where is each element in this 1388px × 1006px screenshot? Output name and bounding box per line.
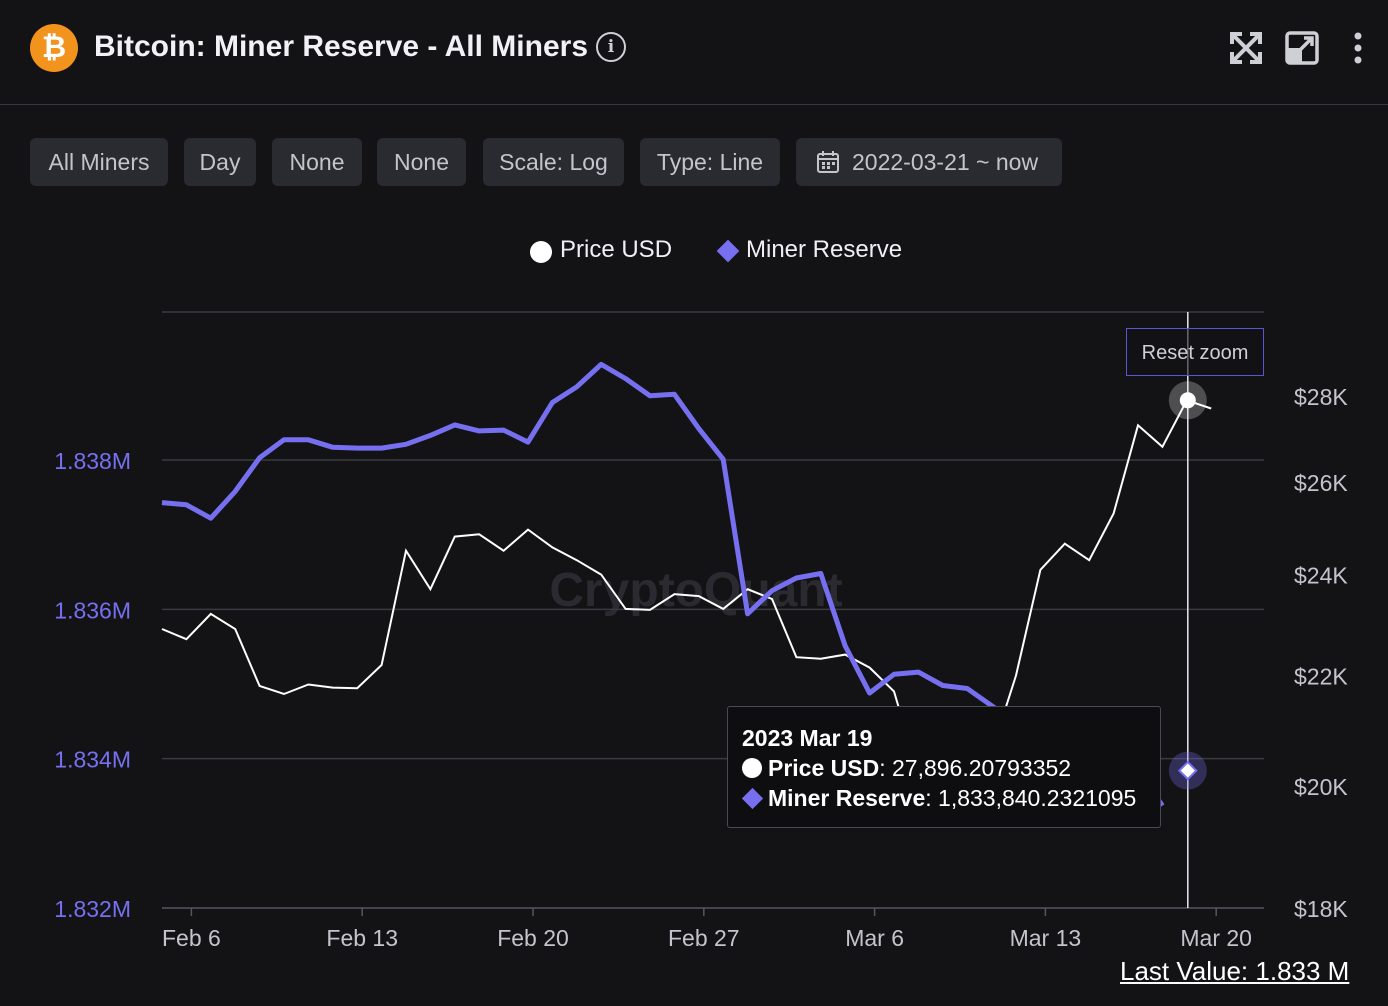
tooltip-reserve-label: Miner Reserve <box>768 785 926 811</box>
chart-tooltip: 2023 Mar 19 Price USD: 27,896.20793352 M… <box>727 706 1161 828</box>
right-axis-tick-label: $26K <box>1294 470 1348 496</box>
miner-filter-chip[interactable]: All Miners <box>30 138 168 186</box>
left-axis-tick-label: 1.838M <box>54 448 131 474</box>
reserve-hover-point <box>1177 760 1198 781</box>
reserve-marker-icon <box>741 787 764 810</box>
x-axis-tick-label: Mar 6 <box>845 925 904 951</box>
tooltip-reserve-value: 1,833,840.2321095 <box>938 785 1137 811</box>
miner-reserve-series-line <box>161 361 1165 808</box>
moving-average-chip[interactable]: None <box>272 138 362 186</box>
chart-header: ₿ Bitcoin: Miner Reserve - All Miners i <box>0 0 1388 105</box>
popout-icon[interactable] <box>1282 28 1322 68</box>
more-vertical-icon[interactable] <box>1338 28 1378 68</box>
tooltip-price-label: Price USD <box>768 755 880 781</box>
tooltip-date: 2023 Mar 19 <box>742 725 873 751</box>
x-axis-tick-label: Feb 6 <box>162 925 221 951</box>
interval-chip[interactable]: Day <box>184 138 256 186</box>
bitcoin-logo-icon: ₿ <box>30 24 78 72</box>
x-axis-tick-label: Feb 20 <box>497 925 569 951</box>
x-axis-tick-label: Feb 27 <box>668 925 740 951</box>
scale-chip[interactable]: Scale: Log <box>483 138 624 186</box>
tooltip-price-row: Price USD: 27,896.20793352 <box>742 755 1071 782</box>
tooltip-reserve-row: Miner Reserve: 1,833,840.2321095 <box>741 785 1137 812</box>
legend-price[interactable]: Price USD <box>560 236 673 263</box>
page-title: Bitcoin: Miner Reserve - All Miners <box>94 30 589 63</box>
fullscreen-icon[interactable] <box>1226 28 1266 68</box>
reset-zoom-button[interactable]: Reset zoom <box>1126 328 1264 376</box>
right-axis-tick-label: $24K <box>1294 563 1348 589</box>
left-axis-tick-label: 1.834M <box>54 747 131 773</box>
chart-type-chip[interactable]: Type: Line <box>640 138 780 186</box>
right-axis-tick-label: $18K <box>1294 896 1348 922</box>
price-legend-marker-icon <box>530 241 552 263</box>
tooltip-price-value: 27,896.20793352 <box>892 755 1072 781</box>
price-marker-icon <box>742 758 762 778</box>
price-hover-point <box>1179 392 1196 409</box>
x-axis-tick-label: Feb 13 <box>326 925 398 951</box>
x-axis-tick-label: Mar 20 <box>1180 925 1252 951</box>
left-axis-tick-label: 1.832M <box>54 896 131 922</box>
date-range-chip[interactable]: 2022-03-21 ~ now <box>796 138 1062 186</box>
last-value-link[interactable]: Last Value: 1.833 M <box>1120 956 1350 986</box>
info-icon[interactable]: i <box>596 32 626 62</box>
calendar-icon <box>817 151 839 173</box>
right-axis-tick-label: $22K <box>1294 663 1348 689</box>
legend-miner-reserve[interactable]: Miner Reserve <box>746 236 903 263</box>
date-range-label: 2022-03-21 ~ now <box>852 149 1039 175</box>
right-axis-tick-label: $28K <box>1294 384 1348 410</box>
left-axis-tick-label: 1.836M <box>54 597 131 623</box>
price-usd-series-line <box>161 399 1212 793</box>
right-axis-tick-label: $20K <box>1294 774 1348 800</box>
x-axis-tick-label: Mar 13 <box>1010 925 1082 951</box>
indicator-chip[interactable]: None <box>377 138 466 186</box>
